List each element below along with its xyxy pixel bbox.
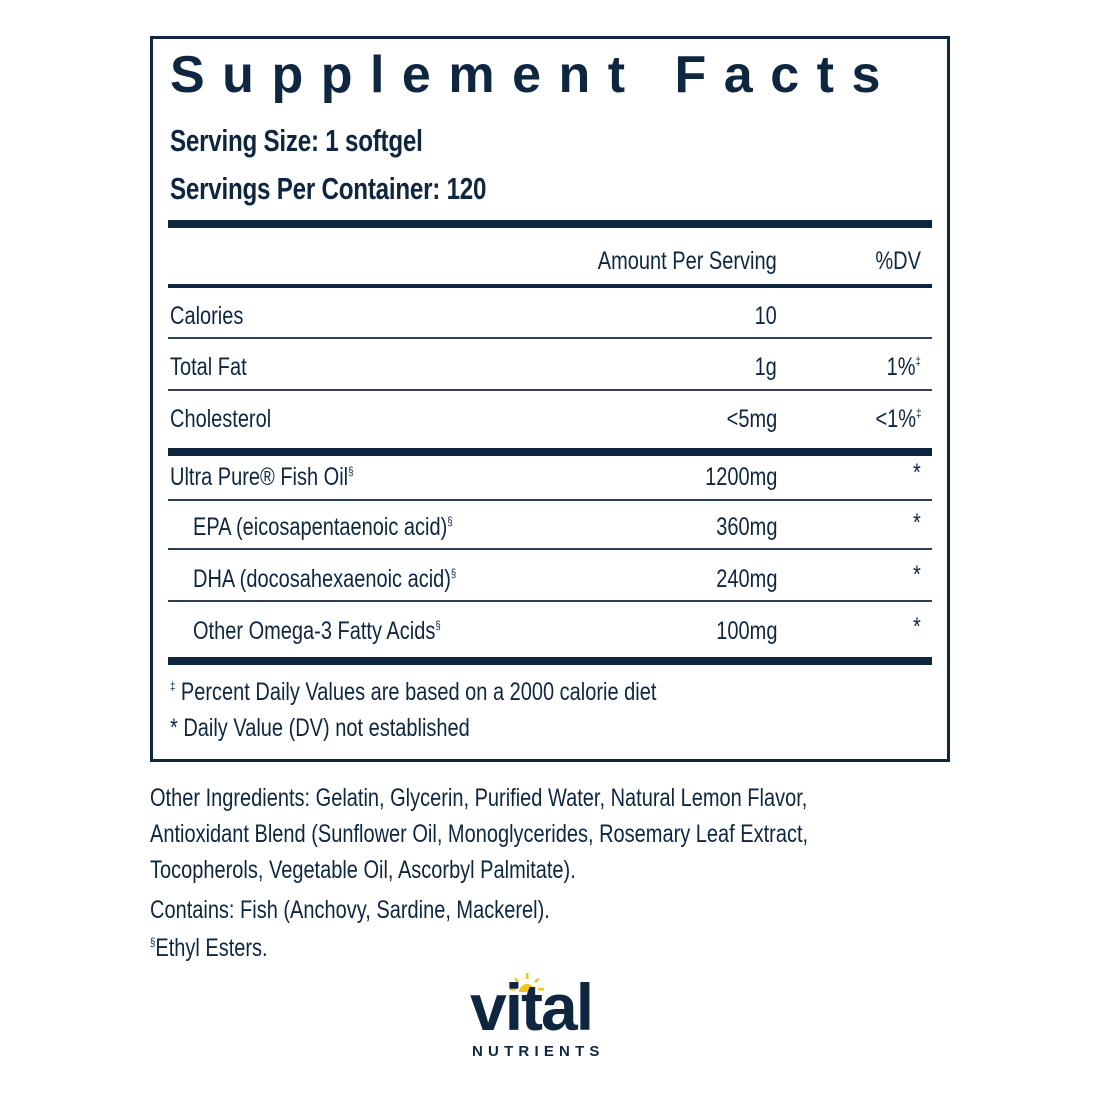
row-amount: <5mg <box>726 405 777 433</box>
divider-medium <box>168 284 932 288</box>
other-ingredients-line2: Antioxidant Blend (Sunflower Oil, Monogl… <box>150 820 809 848</box>
row-name: Calories <box>170 302 244 330</box>
row-dv: * <box>913 561 921 589</box>
brand-logo: vital NUTRIENTS <box>470 972 640 1067</box>
divider-thick <box>168 448 932 456</box>
row-dv: * <box>913 459 921 487</box>
row-name: DHA (docosahexaenoic acid)§ <box>193 565 457 593</box>
row-dv: * <box>913 613 921 641</box>
sun-icon <box>510 973 544 992</box>
divider-thin <box>168 337 932 339</box>
row-amount: 1200mg <box>704 463 777 491</box>
row-dv: 1%‡ <box>886 353 921 381</box>
row-name: EPA (eicosapentaenoic acid)§ <box>193 513 453 541</box>
row-dv: * <box>913 509 921 537</box>
header-amount: Amount Per Serving <box>598 247 777 275</box>
row-name: Cholesterol <box>170 405 272 433</box>
row-dv: <1%‡ <box>875 405 921 433</box>
brand-subtitle: NUTRIENTS <box>472 1043 605 1060</box>
other-ingredients-line3: Tocopherols, Vegetable Oil, Ascorbyl Pal… <box>150 856 576 884</box>
row-name: Total Fat <box>170 353 247 381</box>
other-ingredients-line1: Other Ingredients: Gelatin, Glycerin, Pu… <box>150 784 808 812</box>
allergen-contains: Contains: Fish (Anchovy, Sardine, Macker… <box>150 896 550 924</box>
row-amount: 240mg <box>715 565 777 593</box>
divider-thick <box>168 220 932 228</box>
divider-thin <box>168 548 932 550</box>
serving-size: Serving Size: 1 softgel <box>170 123 423 158</box>
divider-thin <box>168 389 932 391</box>
row-name: Other Omega-3 Fatty Acids§ <box>193 617 441 645</box>
footnote-dv-not-established: * Daily Value (DV) not established <box>170 714 470 742</box>
panel-title: Supplement Facts <box>170 46 898 104</box>
ethyl-esters-note: §Ethyl Esters. <box>150 934 268 962</box>
divider-thick <box>168 657 932 665</box>
supplement-facts-panel: Supplement Facts Serving Size: 1 softgel… <box>150 36 950 762</box>
servings-per-container: Servings Per Container: 120 <box>170 171 487 206</box>
footnote-dv-basis: ‡ Percent Daily Values are based on a 20… <box>170 678 657 706</box>
divider-thin <box>168 499 932 501</box>
divider-thin <box>168 600 932 602</box>
row-amount: 1g <box>754 353 777 381</box>
header-dv: %DV <box>875 247 921 275</box>
row-amount: 360mg <box>715 513 777 541</box>
row-amount: 100mg <box>715 617 777 645</box>
row-name: Ultra Pure® Fish Oil§ <box>170 463 354 491</box>
brand-wordmark: vital <box>470 970 594 1044</box>
row-amount: 10 <box>754 302 777 330</box>
